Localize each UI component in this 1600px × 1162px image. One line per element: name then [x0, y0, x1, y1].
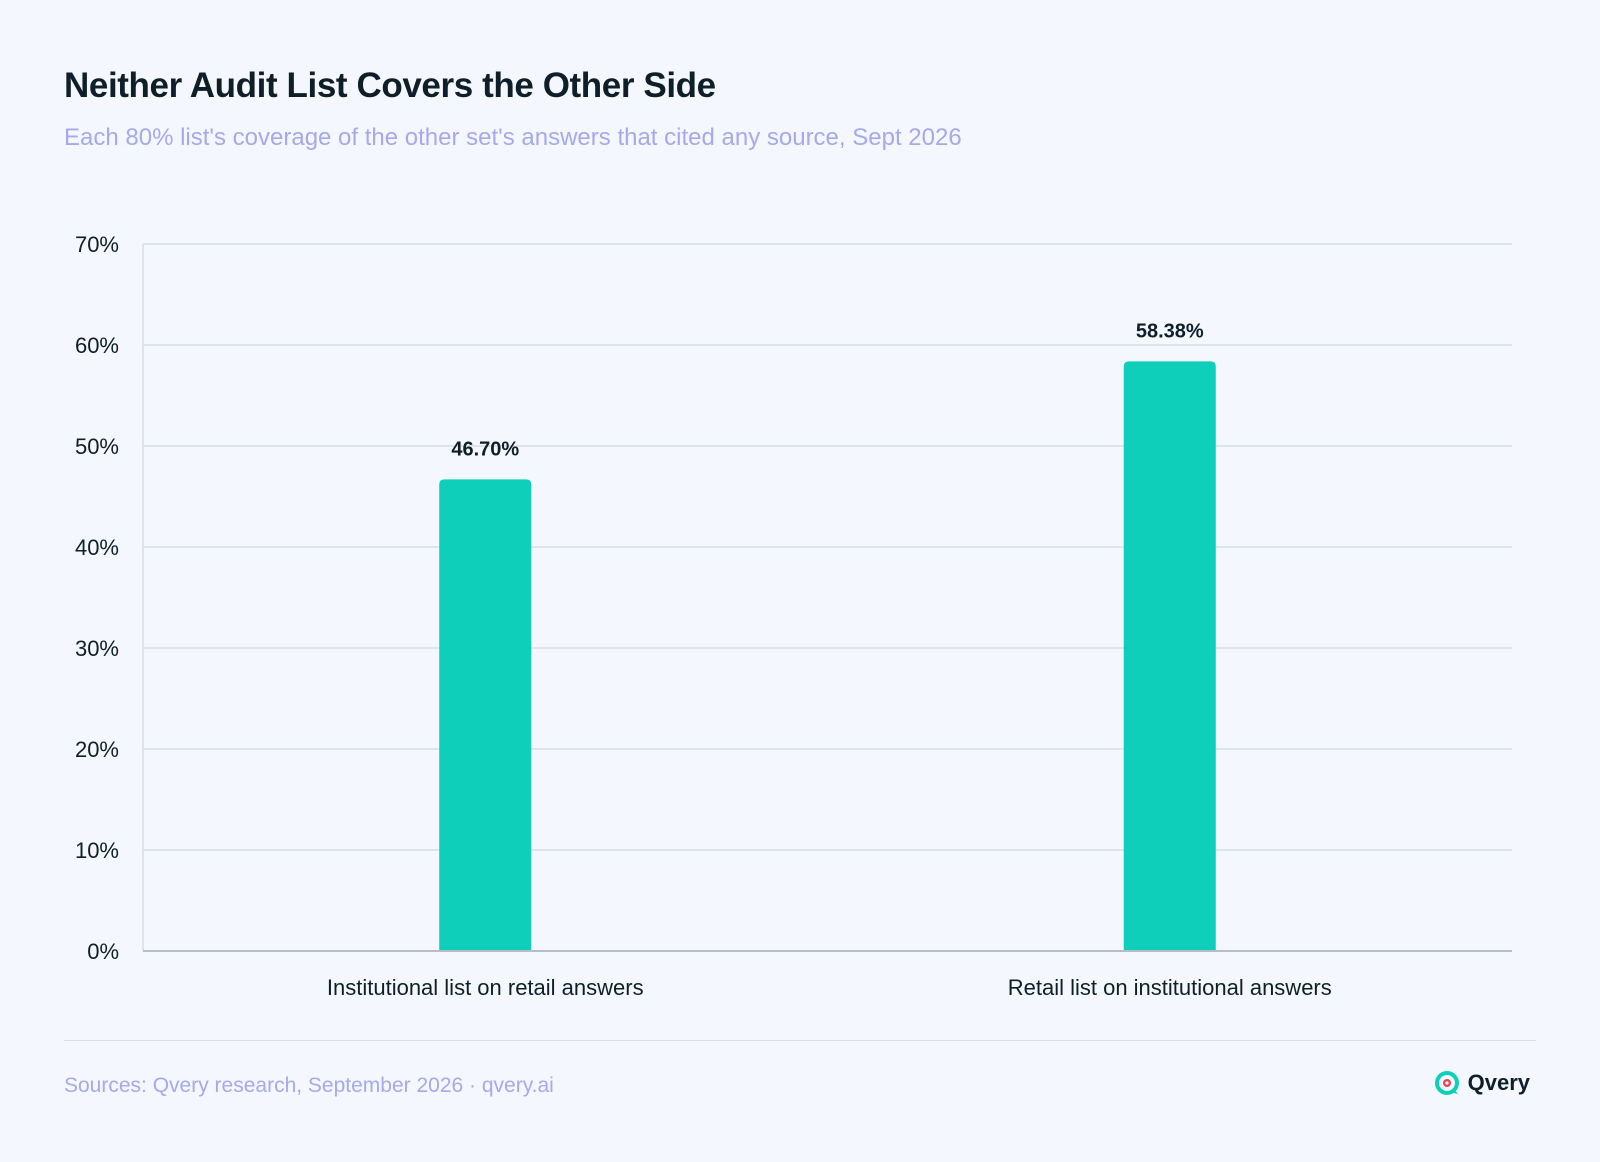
brand-name: Qvery — [1467, 1070, 1530, 1095]
bar — [1123, 361, 1216, 951]
x-tick-label: Retail list on institutional answers — [1008, 975, 1332, 1000]
source-note: Sources: Qvery research, September 2026 … — [64, 1074, 554, 1097]
brand-logo: Qvery — [1434, 1070, 1530, 1096]
footer-divider — [64, 1040, 1536, 1041]
y-tick-label: 50% — [75, 434, 119, 459]
qvery-logo-icon — [1434, 1071, 1459, 1095]
bar-value-label: 46.70% — [451, 438, 519, 460]
bar-value-label: 58.38% — [1136, 320, 1204, 342]
y-tick-label: 40% — [75, 535, 119, 560]
y-tick-label: 70% — [75, 232, 119, 257]
y-tick-label: 30% — [75, 636, 119, 661]
y-tick-label: 60% — [75, 333, 119, 358]
bar-chart: 0% 10% 20% 30% 40% 50% 60% 70% 46.70% Institution… — [75, 232, 1512, 1000]
x-tick-label: Institutional list on retail answers — [327, 975, 644, 1000]
chart-subtitle: Each 80% list's coverage of the other se… — [64, 124, 962, 151]
y-tick-label: 20% — [75, 737, 119, 762]
bar — [439, 479, 532, 951]
y-tick-label: 10% — [75, 838, 119, 863]
y-tick-label: 0% — [87, 939, 119, 964]
chart-title: Neither Audit List Covers the Other Side — [64, 66, 716, 105]
